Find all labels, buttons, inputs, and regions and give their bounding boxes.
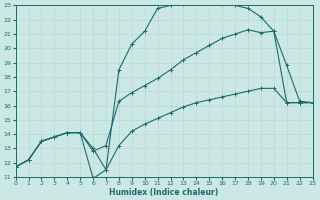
X-axis label: Humidex (Indice chaleur): Humidex (Indice chaleur)	[109, 188, 219, 197]
